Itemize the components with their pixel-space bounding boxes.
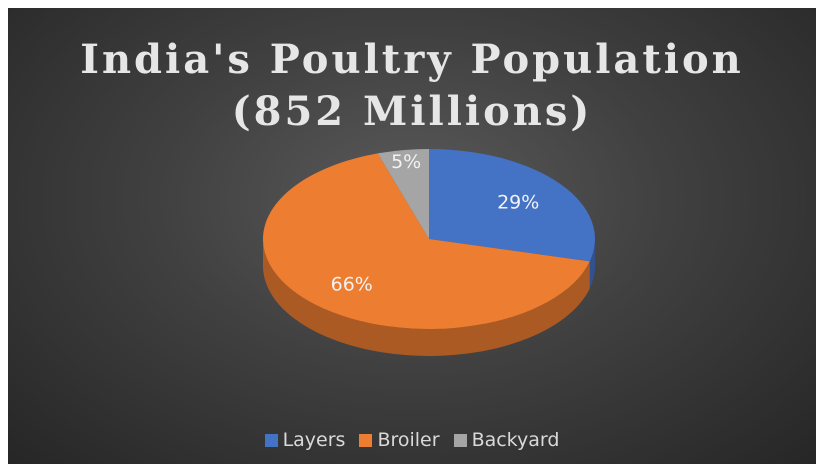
pie-slice-backyard	[377, 149, 429, 239]
pie-side-layers	[589, 239, 595, 289]
legend-swatch-broiler	[359, 433, 373, 447]
chart-area: India's Poultry Population (852 Millions…	[8, 8, 816, 464]
chart-title-line-1: India's Poultry Population	[80, 36, 744, 83]
chart-title-line-2: (852 Millions)	[231, 88, 593, 135]
pie-slice-layers	[429, 149, 595, 262]
legend-label-layers: Layers	[282, 429, 346, 451]
legend-swatch-backyard	[453, 433, 467, 447]
data-label-backyard: 5%	[391, 151, 421, 173]
data-label-layers: 29%	[497, 191, 539, 213]
legend-label-backyard: Backyard	[471, 429, 560, 451]
legend-label-broiler: Broiler	[377, 429, 440, 451]
legend-item-layers: Layers	[264, 429, 346, 451]
legend: Layers Broiler Backyard	[8, 426, 816, 454]
pie-side-broiler	[263, 239, 590, 356]
pie-slice-broiler	[263, 153, 590, 329]
legend-item-broiler: Broiler	[359, 429, 440, 451]
chart-title: India's Poultry Population (852 Millions…	[8, 34, 816, 138]
pie-chart: 29% 66% 5%	[263, 149, 595, 356]
data-label-broiler: 66%	[331, 274, 373, 296]
legend-swatch-layers	[264, 433, 278, 447]
legend-item-backyard: Backyard	[453, 429, 560, 451]
